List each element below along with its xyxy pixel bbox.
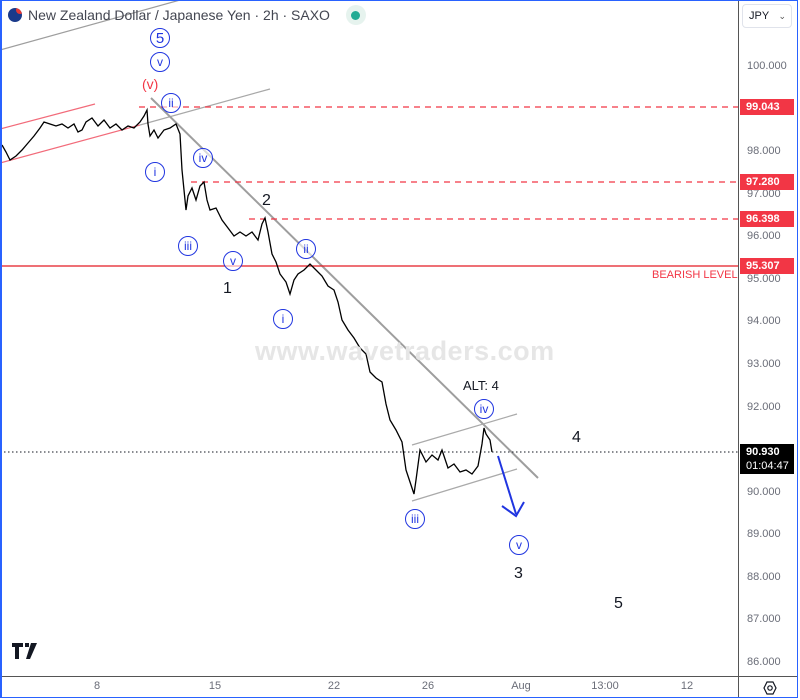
wave-i-circled-a: i bbox=[145, 162, 165, 182]
price-axis[interactable] bbox=[738, 0, 799, 676]
wave-4-label: 4 bbox=[572, 429, 581, 446]
y-tick: 100.000 bbox=[747, 60, 787, 72]
wave-v-circled-a: v bbox=[223, 251, 243, 271]
projection-arrow bbox=[497, 455, 517, 515]
price-label-99043: 99.043 bbox=[740, 99, 794, 115]
y-tick: 87.000 bbox=[747, 613, 781, 625]
x-tick: 26 bbox=[421, 680, 435, 692]
axis-corner-divider bbox=[738, 676, 739, 698]
price-label-96398: 96.398 bbox=[740, 211, 794, 227]
y-tick: 97.000 bbox=[747, 188, 781, 200]
price-series bbox=[1, 107, 493, 495]
wave-iv-circled-b: iv bbox=[474, 399, 494, 419]
wave-iii-circled-b: iii bbox=[405, 509, 425, 529]
descending-trendline bbox=[150, 97, 539, 479]
current-price-label: 90.930 01:04:47 bbox=[740, 444, 794, 474]
alt-4-label: ALT: 4 bbox=[463, 378, 499, 393]
y-tick: 88.000 bbox=[747, 571, 781, 583]
y-tick: 86.000 bbox=[747, 656, 781, 668]
y-tick: 93.000 bbox=[747, 358, 781, 370]
red-channel-lower bbox=[0, 124, 141, 164]
y-tick: 94.000 bbox=[747, 315, 781, 327]
gray-trendline-top bbox=[0, 0, 181, 51]
chart-header: New Zealand Dollar / Japanese Yen · 2h ·… bbox=[8, 5, 366, 25]
bar-countdown: 01:04:47 bbox=[746, 460, 789, 472]
chart-pane[interactable]: www.wavetraders.com New Zealand Dollar /… bbox=[0, 0, 738, 676]
y-tick: 89.000 bbox=[747, 528, 781, 540]
wave-5-circled: 5 bbox=[150, 28, 170, 48]
wave-v-circled-top: v bbox=[150, 52, 170, 72]
chevron-down-icon: ⌄ bbox=[778, 10, 786, 21]
wave-5-label: 5 bbox=[614, 595, 623, 612]
price-label-97280: 97.280 bbox=[740, 174, 794, 190]
time-axis[interactable] bbox=[0, 676, 798, 699]
y-tick: 98.000 bbox=[747, 145, 781, 157]
current-price: 90.930 bbox=[746, 446, 780, 458]
y-tick: 90.000 bbox=[747, 486, 781, 498]
x-tick: 22 bbox=[327, 680, 341, 692]
x-tick: 13:00 bbox=[591, 680, 619, 692]
wave-iv-channel-upper bbox=[411, 413, 518, 446]
currency-select[interactable]: JPY ⌄ bbox=[742, 4, 792, 28]
y-tick: 92.000 bbox=[747, 401, 781, 413]
projection-arrowhead bbox=[501, 501, 525, 518]
tradingview-logo-icon[interactable] bbox=[12, 643, 42, 659]
price-chart[interactable] bbox=[0, 0, 738, 676]
x-tick: 8 bbox=[93, 680, 101, 692]
nzd-flag-icon bbox=[8, 8, 22, 22]
price-label-95307: 95.307 bbox=[740, 258, 794, 274]
wave-v-circled-projected: v bbox=[509, 535, 529, 555]
chart-settings-icon[interactable] bbox=[762, 680, 778, 696]
x-tick: Aug bbox=[511, 680, 531, 692]
y-tick: 95.000 bbox=[747, 273, 781, 285]
y-tick: 96.000 bbox=[747, 230, 781, 242]
wave-2-label: 2 bbox=[262, 192, 271, 209]
market-status-icon bbox=[345, 5, 366, 25]
watermark: www.wavetraders.com bbox=[255, 336, 555, 366]
x-tick: 12 bbox=[680, 680, 694, 692]
wave-ii-circled-a: ii bbox=[161, 93, 181, 113]
wave-iv-circled-a: iv bbox=[193, 148, 213, 168]
bearish-level-label: BEARISH LEVEL bbox=[652, 269, 738, 281]
wave-iv-channel-lower bbox=[411, 468, 518, 502]
wave-ii-circled-b: ii bbox=[296, 239, 316, 259]
currency-value: JPY bbox=[749, 10, 770, 22]
wave-3-label: 3 bbox=[514, 565, 523, 582]
symbol-title[interactable]: New Zealand Dollar / Japanese Yen · 2h ·… bbox=[28, 7, 330, 23]
red-channel-upper bbox=[0, 103, 96, 130]
wave-i-circled-b: i bbox=[273, 309, 293, 329]
wave-iii-circled-a: iii bbox=[178, 236, 198, 256]
x-tick: 15 bbox=[208, 680, 222, 692]
wave-1-label: 1 bbox=[223, 280, 232, 297]
wave-v-red: (v) bbox=[142, 76, 159, 92]
